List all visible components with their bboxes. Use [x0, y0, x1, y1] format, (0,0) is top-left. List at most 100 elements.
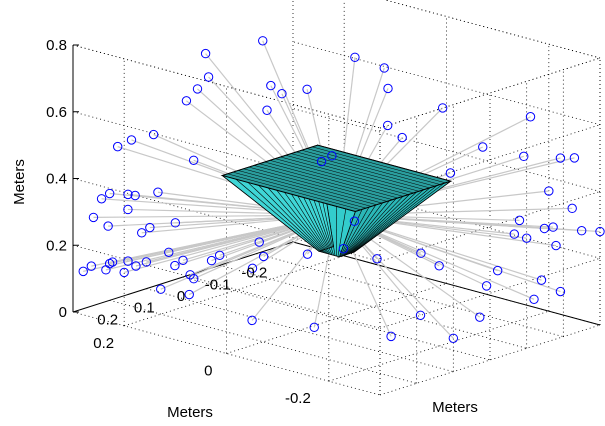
data-point — [555, 153, 566, 163]
data-point — [349, 216, 360, 226]
surface-top-hatch — [269, 160, 404, 197]
data-point — [170, 218, 181, 228]
data-point — [164, 247, 174, 257]
data-point — [544, 186, 554, 196]
data-point — [141, 257, 152, 267]
data-point — [86, 261, 97, 271]
data-point — [548, 222, 558, 232]
data-point — [88, 212, 99, 223]
point-layer — [78, 36, 605, 343]
y-axis-label: Meters — [167, 404, 213, 421]
data-point — [509, 229, 519, 239]
data-point — [156, 284, 166, 294]
data-point — [170, 260, 180, 271]
surface-top-hatch — [248, 166, 382, 204]
surface-hatch — [344, 200, 390, 256]
data-point — [569, 153, 580, 163]
data-point — [206, 255, 217, 266]
gridline-floor — [124, 255, 345, 327]
gridline-z — [379, 257, 601, 329]
data-point — [372, 254, 382, 264]
box-edge — [383, 0, 601, 59]
data-point — [277, 89, 287, 99]
surface-top-hatch — [291, 153, 425, 190]
z-tick-label: 0.2 — [46, 237, 67, 254]
data-point — [153, 187, 163, 197]
data-point — [123, 189, 133, 200]
data-point — [529, 294, 539, 304]
surface-hatch — [340, 209, 363, 257]
data-point — [416, 248, 426, 258]
data-point — [189, 274, 199, 284]
data-point — [200, 48, 211, 59]
data-point — [258, 36, 268, 46]
data-point — [481, 281, 492, 291]
data-point — [437, 103, 448, 113]
surface-hatch — [351, 185, 438, 254]
data-point — [302, 84, 312, 94]
data-point — [104, 188, 115, 199]
data-point — [188, 155, 199, 165]
x-axis-label: Meters — [432, 399, 478, 416]
x-tick-label: 0.1 — [134, 300, 155, 317]
data-point — [203, 72, 214, 82]
data-point — [338, 244, 349, 254]
surface-hatch — [348, 191, 417, 255]
gridline-floor — [109, 299, 417, 384]
surface-top-hatch — [306, 148, 441, 185]
data-point — [104, 258, 115, 269]
data-point — [145, 222, 155, 233]
surface-top-hatch — [227, 173, 361, 211]
surface-hatch — [347, 193, 411, 255]
data-point — [555, 286, 566, 297]
data-point — [434, 261, 444, 271]
data-point — [525, 112, 536, 122]
data-point — [448, 333, 459, 343]
axis-layer — [72, 44, 601, 326]
x-tick-label: 0 — [177, 288, 185, 305]
surface-top-hatch — [254, 165, 388, 202]
surface-top-hatch — [238, 170, 372, 207]
data-point — [478, 142, 488, 152]
x-tick-label: 0.2 — [97, 311, 118, 328]
data-point — [148, 129, 159, 140]
surface-hatch — [228, 173, 321, 252]
data-point — [126, 135, 137, 145]
data-point — [382, 120, 393, 131]
data-point — [492, 265, 503, 276]
data-point — [96, 194, 107, 204]
x-tick-label: -0.1 — [205, 276, 231, 293]
data-point — [383, 83, 393, 94]
data-point — [123, 204, 133, 215]
surface-hatch — [343, 202, 383, 256]
data-point — [350, 52, 360, 62]
surface-top-hatch — [232, 171, 367, 209]
data-point — [519, 151, 529, 162]
data-point — [178, 255, 188, 266]
data-point — [214, 250, 225, 261]
z-tick-label: 0.8 — [46, 37, 67, 54]
box-edge — [379, 57, 601, 129]
surface-top-hatch — [259, 163, 393, 200]
data-point — [266, 80, 276, 91]
data-point — [112, 141, 123, 152]
data-point — [327, 151, 337, 161]
data-point — [103, 221, 113, 231]
data-point — [316, 156, 327, 167]
data-point — [379, 63, 389, 73]
z-axis-label: Meters — [11, 159, 28, 205]
data-point — [551, 240, 561, 251]
surface-top-hatch — [264, 161, 398, 199]
surface-hatch — [235, 170, 322, 251]
y-tick-label: 0.2 — [93, 335, 114, 352]
data-point — [576, 226, 587, 236]
gridline-floor — [226, 283, 447, 354]
label-layer: 0 0.2 0.4 0.6 0.8 0.2 0 -0.2 0.2 0.1 0 -0.1 -0.2 — [46, 37, 311, 407]
data-point — [567, 203, 577, 214]
surface-top-hatch — [301, 149, 435, 187]
pyramid-surface — [220, 144, 453, 258]
data-point — [397, 132, 407, 143]
z-tick-label: 0 — [59, 304, 67, 321]
data-point — [131, 261, 141, 271]
z-tick-label: 0.4 — [46, 171, 67, 188]
